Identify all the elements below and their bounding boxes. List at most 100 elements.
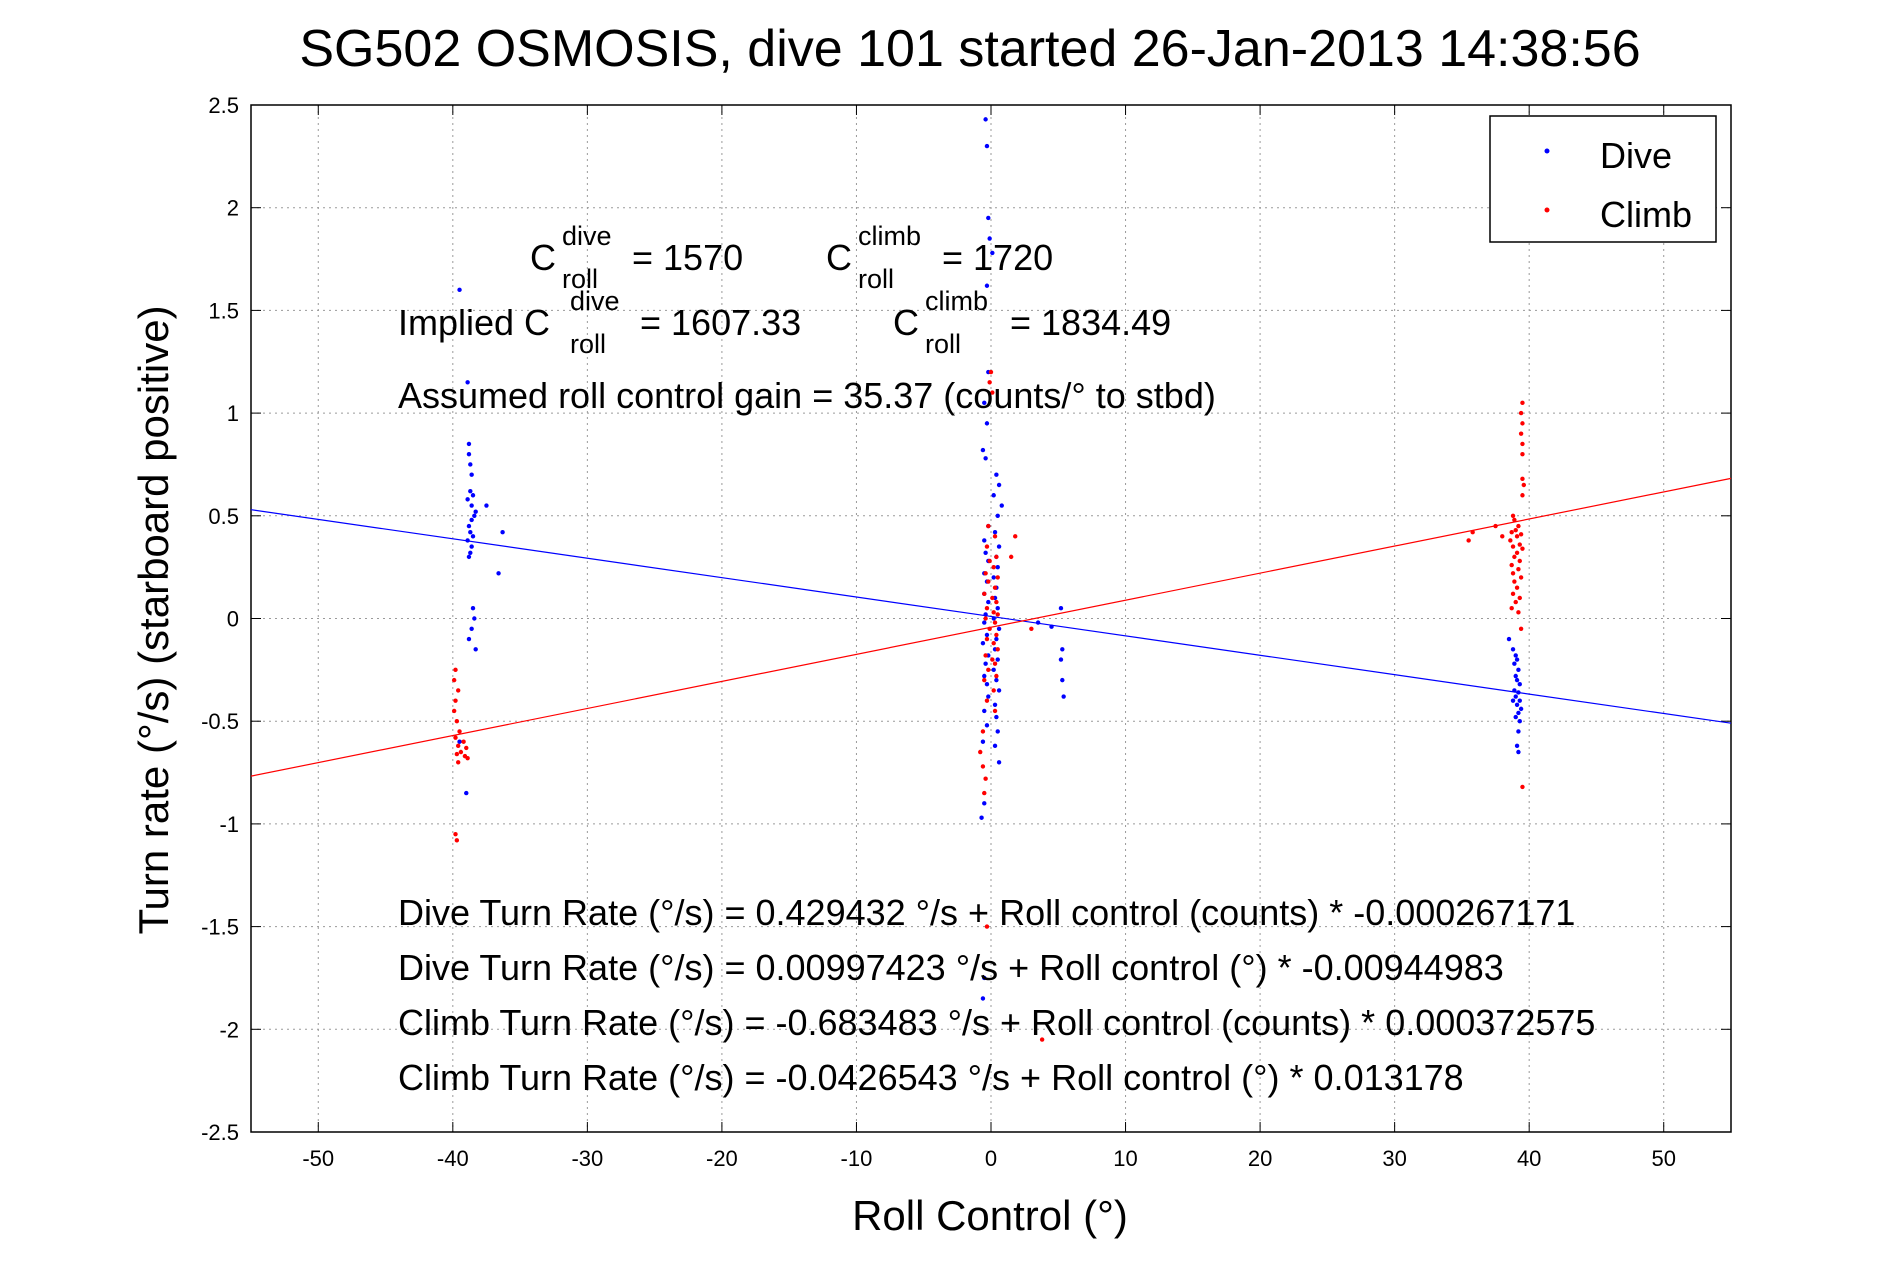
data-point-dive xyxy=(1517,719,1522,724)
data-point-climb xyxy=(453,735,458,740)
data-point-climb xyxy=(1512,517,1517,523)
data-point-dive xyxy=(468,488,473,494)
data-point-dive xyxy=(464,790,469,796)
data-point-climb xyxy=(1520,784,1525,790)
data-point-climb xyxy=(983,571,988,576)
data-point-climb xyxy=(990,595,995,601)
data-point-dive xyxy=(470,534,476,539)
data-point-dive xyxy=(1513,694,1518,699)
data-point-climb xyxy=(465,755,470,761)
data-point-dive xyxy=(994,714,999,720)
data-point-climb xyxy=(1521,482,1527,488)
data-point-dive xyxy=(1510,647,1516,652)
data-point-climb xyxy=(1517,595,1522,601)
data-point-dive xyxy=(990,250,995,256)
data-point-dive xyxy=(1512,661,1517,666)
data-point-climb xyxy=(454,719,460,724)
data-point-dive xyxy=(473,647,478,652)
data-point-dive xyxy=(1517,698,1522,703)
data-point-climb xyxy=(987,626,992,631)
x-tick-label: 0 xyxy=(985,1146,997,1171)
data-point-dive xyxy=(979,815,984,820)
data-point-dive xyxy=(469,503,474,508)
x-tick-label: 10 xyxy=(1113,1146,1137,1171)
data-point-dive xyxy=(994,472,999,477)
data-point-dive xyxy=(465,380,470,385)
data-point-dive xyxy=(995,606,1000,611)
data-point-dive xyxy=(992,702,998,707)
legend-label-dive: Dive xyxy=(1600,135,1672,176)
data-point-dive xyxy=(992,530,998,535)
data-point-dive xyxy=(496,571,501,576)
implied-dive-sup: dive xyxy=(570,286,620,316)
data-point-climb xyxy=(1520,476,1525,482)
data-point-climb xyxy=(983,616,988,621)
data-point-climb xyxy=(978,749,983,755)
data-point-climb xyxy=(984,606,990,611)
data-point-climb xyxy=(987,380,992,385)
data-point-climb xyxy=(992,661,998,666)
x-tick-label: 50 xyxy=(1651,1146,1675,1171)
data-point-dive xyxy=(983,456,988,461)
y-tick-label: 2.5 xyxy=(208,93,239,118)
data-point-dive xyxy=(996,760,1002,765)
equation-dive-counts: Dive Turn Rate (°/s) = 0.429432 °/s + Ro… xyxy=(398,892,1575,933)
data-point-climb xyxy=(990,390,995,395)
data-point-dive xyxy=(991,667,996,673)
data-point-dive xyxy=(473,509,478,514)
y-axis-ticks: -2.5 -2 -1.5 -1 -0.5 0 0.5 1 1.5 2 2.5 xyxy=(201,93,1731,1145)
data-point-climb xyxy=(1518,410,1524,416)
y-tick-label: -1 xyxy=(219,812,239,837)
data-point-climb xyxy=(1510,571,1516,576)
y-axis-label: Turn rate (°/s) (starboard positive) xyxy=(130,305,177,934)
x-tick-label: -50 xyxy=(302,1146,334,1171)
data-point-climb xyxy=(1520,421,1525,426)
data-point-climb xyxy=(1509,530,1514,535)
data-point-climb xyxy=(451,708,457,714)
data-point-climb xyxy=(982,790,987,796)
data-point-dive xyxy=(468,462,473,467)
data-point-dive xyxy=(983,117,988,122)
data-point-dive xyxy=(1514,702,1520,707)
y-tick-label: -1.5 xyxy=(201,915,239,940)
data-point-climb xyxy=(983,776,988,781)
data-point-dive xyxy=(1514,657,1520,662)
x-tick-label: -10 xyxy=(841,1146,873,1171)
data-point-dive xyxy=(982,975,987,981)
data-point-dive xyxy=(991,575,996,580)
data-point-dive xyxy=(1513,653,1518,658)
data-point-dive xyxy=(996,482,1002,488)
c-dive-value: = 1570 xyxy=(632,237,743,278)
grid xyxy=(251,105,1731,1132)
data-point-dive xyxy=(1516,749,1521,755)
c-dive-sub: roll xyxy=(562,264,598,294)
data-point-climb xyxy=(1500,534,1505,539)
data-point-dive xyxy=(1516,729,1521,734)
data-point-climb xyxy=(1516,610,1521,615)
data-point-climb xyxy=(456,688,461,693)
data-point-climb xyxy=(994,632,999,638)
data-point-dive xyxy=(994,677,999,683)
data-point-dive xyxy=(995,729,1000,734)
data-point-dive xyxy=(468,550,473,555)
data-point-dive xyxy=(986,694,991,699)
annotation-c-climb: C climb roll = 1720 xyxy=(826,221,1053,294)
series-dive xyxy=(457,117,1524,1001)
data-point-dive xyxy=(984,682,990,687)
data-point-climb xyxy=(1512,554,1517,560)
data-point-dive xyxy=(468,530,473,535)
data-point-dive xyxy=(1513,714,1518,720)
data-point-dive xyxy=(994,636,999,642)
data-point-dive xyxy=(983,661,988,666)
chart-title: SG502 OSMOSIS, dive 101 started 26-Jan-2… xyxy=(299,20,1640,78)
data-point-dive xyxy=(987,236,992,241)
x-tick-label: 30 xyxy=(1382,1146,1406,1171)
equation-climb-counts: Climb Turn Rate (°/s) = -0.683483 °/s + … xyxy=(398,1002,1595,1043)
data-point-climb xyxy=(984,924,990,929)
y-tick-label: -2 xyxy=(219,1017,239,1042)
data-point-climb xyxy=(1513,527,1518,533)
data-point-dive xyxy=(983,550,988,555)
data-point-dive xyxy=(466,441,472,447)
implied-climb-base: C xyxy=(893,302,919,343)
data-point-climb xyxy=(457,729,462,734)
